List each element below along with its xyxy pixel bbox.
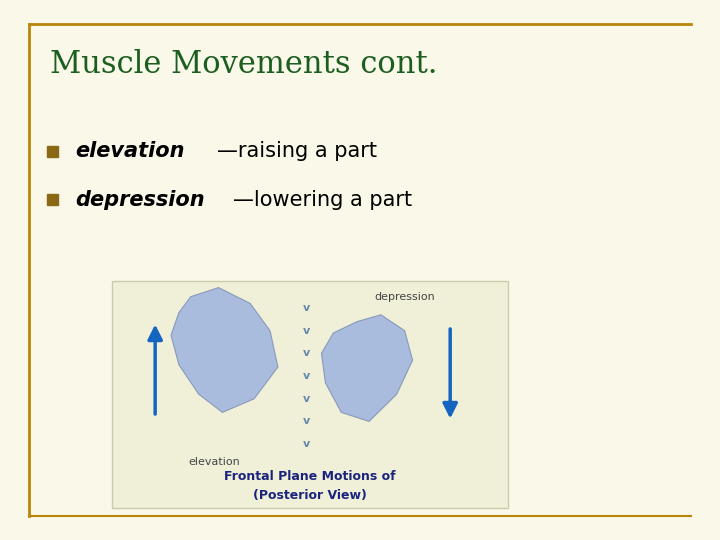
Bar	[47, 146, 58, 157]
Text: v: v	[303, 326, 310, 336]
Polygon shape	[322, 315, 413, 421]
Text: v: v	[303, 416, 310, 427]
Text: Frontal Plane Motions of: Frontal Plane Motions of	[224, 470, 395, 483]
Text: Muscle Movements cont.: Muscle Movements cont.	[50, 49, 438, 79]
Polygon shape	[171, 288, 278, 413]
Text: elevation: elevation	[76, 141, 185, 161]
FancyBboxPatch shape	[112, 281, 508, 508]
Text: (Posterior View): (Posterior View)	[253, 489, 366, 502]
Text: depression: depression	[76, 190, 205, 210]
Text: v: v	[303, 439, 310, 449]
Text: —lowering a part: —lowering a part	[233, 190, 413, 210]
Text: depression: depression	[374, 292, 435, 302]
Text: elevation: elevation	[189, 457, 240, 467]
Text: v: v	[303, 371, 310, 381]
Text: v: v	[303, 394, 310, 404]
Text: —raising a part: —raising a part	[217, 141, 377, 161]
Bar	[47, 194, 58, 205]
Text: v: v	[303, 303, 310, 313]
Text: v: v	[303, 348, 310, 359]
